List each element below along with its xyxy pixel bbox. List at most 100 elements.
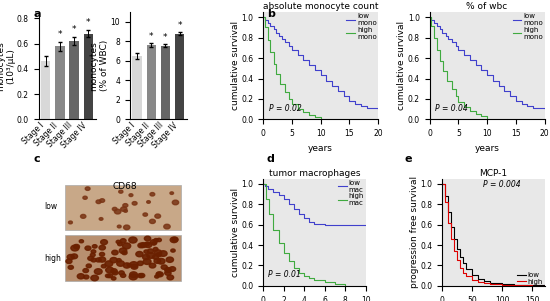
- low
mac: [311, 220, 318, 223]
- high
mono: [472, 113, 479, 116]
- high: [442, 182, 448, 185]
- high
mac: [321, 278, 328, 282]
- Circle shape: [118, 242, 122, 246]
- high: [448, 221, 454, 224]
- low: [511, 282, 518, 286]
- Circle shape: [124, 209, 128, 212]
- high: [475, 278, 482, 282]
- Circle shape: [117, 225, 121, 228]
- Circle shape: [144, 250, 148, 253]
- low
mono: [507, 94, 513, 98]
- low
mono: [262, 15, 268, 19]
- low
mono: [455, 48, 461, 52]
- Text: CD68: CD68: [112, 182, 137, 191]
- Circle shape: [99, 245, 106, 250]
- low
mono: [270, 25, 277, 28]
- Circle shape: [101, 264, 106, 268]
- Bar: [146, 45, 156, 119]
- Y-axis label: monocytes
(10³/μL): monocytes (10³/μL): [0, 41, 15, 91]
- low
mono: [455, 44, 461, 48]
- high: [463, 271, 470, 275]
- Circle shape: [143, 259, 151, 265]
- Circle shape: [147, 253, 155, 258]
- Bar: [133, 56, 141, 119]
- low
mono: [472, 58, 479, 62]
- high
mono: [431, 25, 438, 28]
- high
mono: [282, 90, 288, 94]
- low
mono: [461, 48, 468, 52]
- high: [487, 281, 493, 285]
- Circle shape: [165, 268, 171, 272]
- high: [529, 283, 536, 287]
- low
mono: [443, 34, 449, 37]
- low
mac: [301, 213, 307, 216]
- Circle shape: [160, 251, 167, 256]
- high: [463, 274, 470, 278]
- low
mono: [501, 84, 508, 88]
- high: [442, 200, 448, 204]
- Circle shape: [120, 207, 127, 211]
- Circle shape: [117, 261, 124, 266]
- low
mono: [490, 79, 496, 82]
- Circle shape: [150, 193, 155, 196]
- Circle shape: [167, 275, 174, 280]
- Circle shape: [154, 238, 158, 242]
- Circle shape: [145, 242, 152, 247]
- low
mono: [496, 84, 502, 88]
- Circle shape: [112, 250, 118, 255]
- low
mono: [472, 64, 479, 67]
- Line: high
mono: high mono: [263, 17, 321, 118]
- low: [475, 273, 482, 277]
- high
mono: [433, 48, 440, 52]
- high
mono: [444, 70, 450, 73]
- low
mono: [278, 34, 285, 37]
- low
mono: [265, 18, 271, 22]
- high
mono: [437, 59, 443, 63]
- low: [460, 262, 466, 265]
- Circle shape: [132, 202, 137, 205]
- low
mono: [352, 102, 359, 106]
- high
mono: [286, 90, 293, 94]
- Circle shape: [106, 267, 114, 273]
- Circle shape: [91, 275, 98, 281]
- Circle shape: [79, 240, 84, 243]
- Circle shape: [116, 240, 120, 244]
- high
mono: [466, 110, 473, 113]
- Circle shape: [123, 203, 128, 207]
- Circle shape: [142, 254, 150, 259]
- low
mono: [346, 99, 353, 103]
- Line: low
mac: low mac: [263, 184, 366, 225]
- low: [469, 267, 476, 270]
- low: [457, 256, 464, 259]
- high: [511, 283, 518, 287]
- high
mono: [478, 115, 485, 118]
- low
mono: [530, 104, 536, 108]
- Circle shape: [83, 196, 87, 199]
- Circle shape: [171, 249, 175, 252]
- high
mono: [444, 79, 450, 82]
- high
mono: [300, 107, 307, 111]
- high
mono: [282, 82, 288, 85]
- Circle shape: [106, 274, 110, 278]
- low
mono: [260, 15, 267, 19]
- high
mac: [266, 213, 273, 216]
- high
mono: [260, 15, 267, 19]
- Circle shape: [85, 246, 91, 250]
- Circle shape: [90, 253, 95, 257]
- high
mono: [300, 110, 307, 114]
- Circle shape: [156, 272, 162, 276]
- low
mac: [362, 223, 369, 226]
- high: [529, 284, 536, 288]
- high: [451, 249, 458, 253]
- high: [457, 259, 464, 262]
- Circle shape: [150, 219, 155, 224]
- Circle shape: [130, 272, 138, 278]
- Bar: [69, 41, 79, 119]
- low
mac: [262, 182, 268, 185]
- high
mono: [439, 70, 446, 73]
- low
mono: [273, 31, 279, 34]
- Circle shape: [96, 200, 101, 203]
- low
mac: [290, 202, 297, 206]
- low
mac: [270, 187, 277, 191]
- low
mac: [342, 223, 349, 226]
